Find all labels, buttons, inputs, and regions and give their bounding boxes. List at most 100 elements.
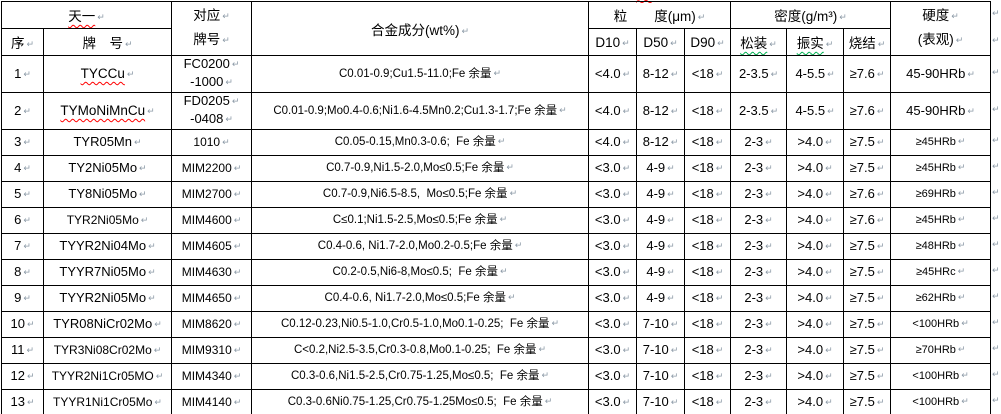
paragraph-mark: ↵	[957, 137, 966, 148]
ref-code: MIM2200 ↵	[171, 155, 253, 182]
table-row: 3 ↵ TYR05Mn ↵ 1010 ↵ C0.05-0.15,Mn0.3-0.6; Fe …	[1, 129, 992, 156]
paragraph-mark: ↵	[667, 242, 675, 253]
row-index-text: 10	[10, 316, 25, 332]
d50-value-text: 8-12	[642, 134, 669, 150]
paragraph-mark: ↵	[225, 115, 233, 125]
paragraph-mark: ↵	[140, 215, 149, 226]
d90-value: <18 ↵	[684, 129, 732, 156]
loose-density-value-text: 2-3	[744, 134, 764, 150]
paragraph-mark: ↵	[153, 345, 162, 356]
tap-density-value-text: 4-5.5	[795, 102, 826, 118]
loose-density-value-text: 2-3	[744, 264, 764, 280]
paragraph-mark: ↵	[825, 216, 833, 227]
d10-value-text: <3.0	[594, 342, 621, 358]
ref-code-text: FD0205	[183, 93, 230, 109]
alloy-composition-text: C0.2-0.5,Ni6-8,Mo≤0.5; Fe 余量	[332, 266, 498, 279]
hardness-value-text: ≥62HRb	[915, 292, 956, 305]
hardness-value: <100HRb ↵	[890, 363, 992, 390]
header-row-sub: 序 ↵ 牌 号 ↵ D10 ↵ D50 ↵ D90 ↵ 松装 ↵ 振实 ↵ 烧结 ↵	[1, 28, 991, 56]
header-sintered-density: 烧结 ↵	[843, 28, 892, 56]
d90-value: <18 ↵	[684, 363, 732, 390]
tap-density-value: >4.0 ↵	[786, 285, 845, 312]
paragraph-mark: ↵	[957, 189, 966, 200]
ref-code: MIM4630 ↵	[171, 259, 253, 286]
ref-code: FD0205 ↵ -0408 ↵	[171, 92, 253, 130]
header-tianyi-label: 天一	[68, 9, 96, 24]
brand-name-text: TYR3Ni08Cr02Mo	[53, 342, 152, 357]
paragraph-mark: ↵	[559, 105, 567, 116]
brand-name-text: TYYR2Ni05Mo	[59, 290, 147, 306]
loose-density-value: 2-3 ↵	[730, 155, 788, 182]
loose-density-value-text: 2-3	[744, 160, 764, 176]
d50-value-text: 7-10	[642, 342, 669, 358]
d90-value: <18 ↵	[684, 92, 732, 130]
paragraph-mark: ↵	[715, 69, 724, 80]
paragraph-mark: ↵	[876, 372, 885, 383]
table-row: 6 ↵ TYR2Ni05Mo ↵ MIM4600 ↵ C≤0.1;Ni1.5-2.5,Mo≤…	[1, 207, 992, 234]
tap-density-value-text: >4.0	[797, 316, 824, 332]
paragraph-mark: ↵	[148, 242, 156, 253]
header-d50: D50 ↵	[636, 28, 686, 56]
paragraph-mark: ↵	[876, 242, 885, 253]
paragraph-mark: ↵	[876, 106, 885, 117]
sintered-density-value-text: ≥7.5	[849, 394, 875, 410]
brand-name-text: TYYR1Ni1Cr05Mo	[53, 394, 153, 409]
sintered-density-value: ≥7.5 ↵	[843, 259, 892, 286]
paragraph-mark: ↵	[622, 216, 631, 227]
header-row-top: 天一 ↵ 对应 ↵ 牌号 ↵ 合金成分(wt%) ↵ 粒 度(μm) ↵ 密度(g/m³)…	[0, 1, 992, 56]
paragraph-mark: ↵	[955, 35, 964, 46]
d10-value-text: <4.0	[594, 65, 621, 81]
ref-code: FC0200 ↵ -1000 ↵	[171, 55, 253, 93]
paragraph-mark: ↵	[825, 164, 833, 175]
ref-code-text: FC0200	[183, 56, 230, 72]
ref-code-text: MIM4140	[181, 394, 232, 409]
paragraph-mark: ↵	[622, 398, 631, 409]
ref-code-text: MIM8620	[181, 316, 232, 331]
hardness-value: ≥70HRb ↵	[890, 337, 992, 364]
d50-value: 8-12 ↵	[636, 129, 686, 156]
brand-name: TYMoNiMnCu ↵	[42, 92, 173, 130]
paragraph-mark: ↵	[622, 190, 631, 201]
paragraph-mark: ↵	[957, 163, 966, 174]
paragraph-mark: ↵	[825, 268, 833, 279]
sintered-density-value-text: ≥7.6	[849, 65, 875, 81]
paragraph-mark: ↵	[622, 268, 631, 279]
loose-density-value-text: 2-3	[744, 394, 764, 410]
paragraph-mark: ↵	[957, 267, 966, 278]
ref-code: MIM4600 ↵	[171, 207, 253, 234]
paragraph-mark: ↵	[155, 371, 164, 382]
paragraph-mark: ↵	[765, 138, 773, 149]
tap-density-value-text: >4.0	[797, 290, 824, 306]
sintered-density-value: ≥7.5 ↵	[843, 389, 892, 414]
hardness-value: ≥48HRb ↵	[890, 233, 992, 260]
d90-value: <18 ↵	[684, 311, 732, 338]
paragraph-mark: ↵	[876, 138, 885, 149]
d50-value: 7-10 ↵	[636, 363, 686, 390]
paragraph-mark: ↵	[715, 216, 724, 227]
paragraph-mark: ↵	[23, 138, 31, 149]
paragraph-mark: ↵	[967, 69, 975, 80]
header-index: 序 ↵	[1, 28, 44, 56]
alloy-composition: C0.4-0.6, Ni1.7-2.0,Mo≤0.5;Fe 余量 ↵	[251, 285, 590, 312]
hardness-value: ≥45HRc ↵	[890, 259, 992, 286]
row-index: 2 ↵	[1, 92, 44, 130]
paragraph-mark: ↵	[967, 106, 975, 117]
brand-name-text: TYYR2Ni04Mo	[59, 238, 147, 254]
alloy-composition: C0.3-0.6Ni0.75-1.25,Cr0.75-1.25Mo≤0.5; F…	[251, 389, 590, 414]
sintered-density-value: ≥7.5 ↵	[843, 233, 892, 260]
alloy-composition: C0.7-0.9,Ni6.5-8.5, Mo≤0.5;Fe 余量 ↵	[251, 181, 590, 208]
hardness-value: 45-90HRb ↵	[890, 55, 992, 93]
loose-density-value: 2-3 ↵	[730, 363, 788, 390]
ref-code: MIM4140 ↵	[171, 389, 253, 414]
loose-density-value: 2-3.5 ↵	[730, 92, 788, 130]
paragraph-mark: ↵	[876, 320, 885, 331]
paragraph-mark: ↵	[670, 138, 679, 149]
sintered-density-value: ≥7.6 ↵	[843, 92, 892, 130]
paragraph-mark: ↵	[825, 294, 833, 305]
paragraph-mark: ↵	[233, 163, 242, 174]
paragraph-mark: ↵	[765, 294, 773, 305]
header-particle-size: 粒 度(μm) ↵	[588, 1, 732, 29]
paragraph-mark: ↵	[154, 397, 162, 408]
tap-density-value-text: >4.0	[797, 212, 824, 228]
d90-value-text: <18	[691, 186, 714, 202]
